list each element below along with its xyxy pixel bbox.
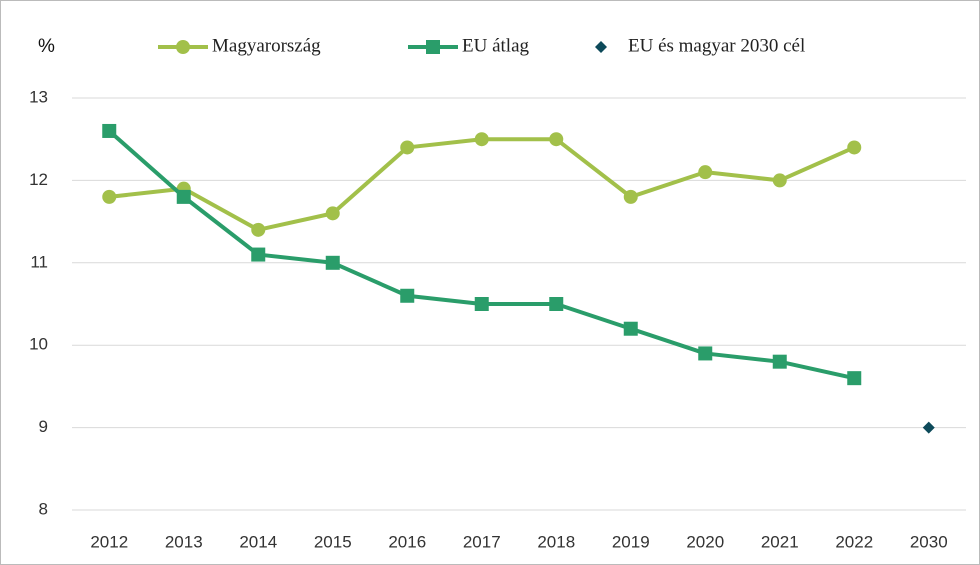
data-point <box>474 297 489 311</box>
data-point <box>847 140 862 155</box>
legend-label: EU és magyar 2030 cél <box>628 35 805 56</box>
data-point <box>400 140 415 155</box>
data-point <box>325 255 340 270</box>
x-tick-label: 2013 <box>165 532 203 551</box>
x-tick-label: 2019 <box>612 532 650 551</box>
data-point <box>102 189 117 204</box>
data-point <box>698 165 713 180</box>
data-point <box>772 354 787 369</box>
legend-label: Magyarország <box>212 35 321 56</box>
data-point <box>772 173 787 188</box>
data-point <box>623 321 638 336</box>
legend-marker <box>176 40 190 54</box>
x-tick-label: 2030 <box>910 532 948 551</box>
data-point <box>251 247 266 262</box>
x-tick-label: 2015 <box>314 532 352 551</box>
data-point <box>549 132 564 147</box>
data-point <box>549 297 564 311</box>
legend-label: EU átlag <box>462 35 530 56</box>
legend-marker <box>595 41 607 53</box>
x-tick-label: 2021 <box>761 532 799 551</box>
data-point <box>922 421 935 434</box>
data-point <box>400 288 415 303</box>
y-axis-label: % <box>38 36 55 57</box>
y-tick-label: 12 <box>29 170 48 189</box>
data-point <box>176 189 191 204</box>
data-point <box>102 123 117 138</box>
data-point <box>698 346 713 361</box>
data-point <box>251 222 266 237</box>
y-tick-label: 9 <box>39 417 48 436</box>
x-tick-label: 2017 <box>463 532 501 551</box>
x-tick-label: 2016 <box>388 532 426 551</box>
y-tick-label: 8 <box>39 499 48 518</box>
y-tick-label: 10 <box>29 335 48 354</box>
x-tick-label: 2014 <box>239 532 277 551</box>
legend-marker <box>426 40 440 54</box>
y-tick-label: 13 <box>29 87 48 106</box>
x-tick-label: 2020 <box>686 532 724 551</box>
x-tick-label: 2022 <box>835 532 873 551</box>
data-point <box>847 371 862 386</box>
data-point <box>623 189 638 204</box>
data-point <box>325 206 340 221</box>
x-tick-label: 2012 <box>90 532 128 551</box>
data-point <box>474 132 489 147</box>
y-tick-label: 11 <box>30 252 48 271</box>
x-tick-label: 2018 <box>537 532 575 551</box>
